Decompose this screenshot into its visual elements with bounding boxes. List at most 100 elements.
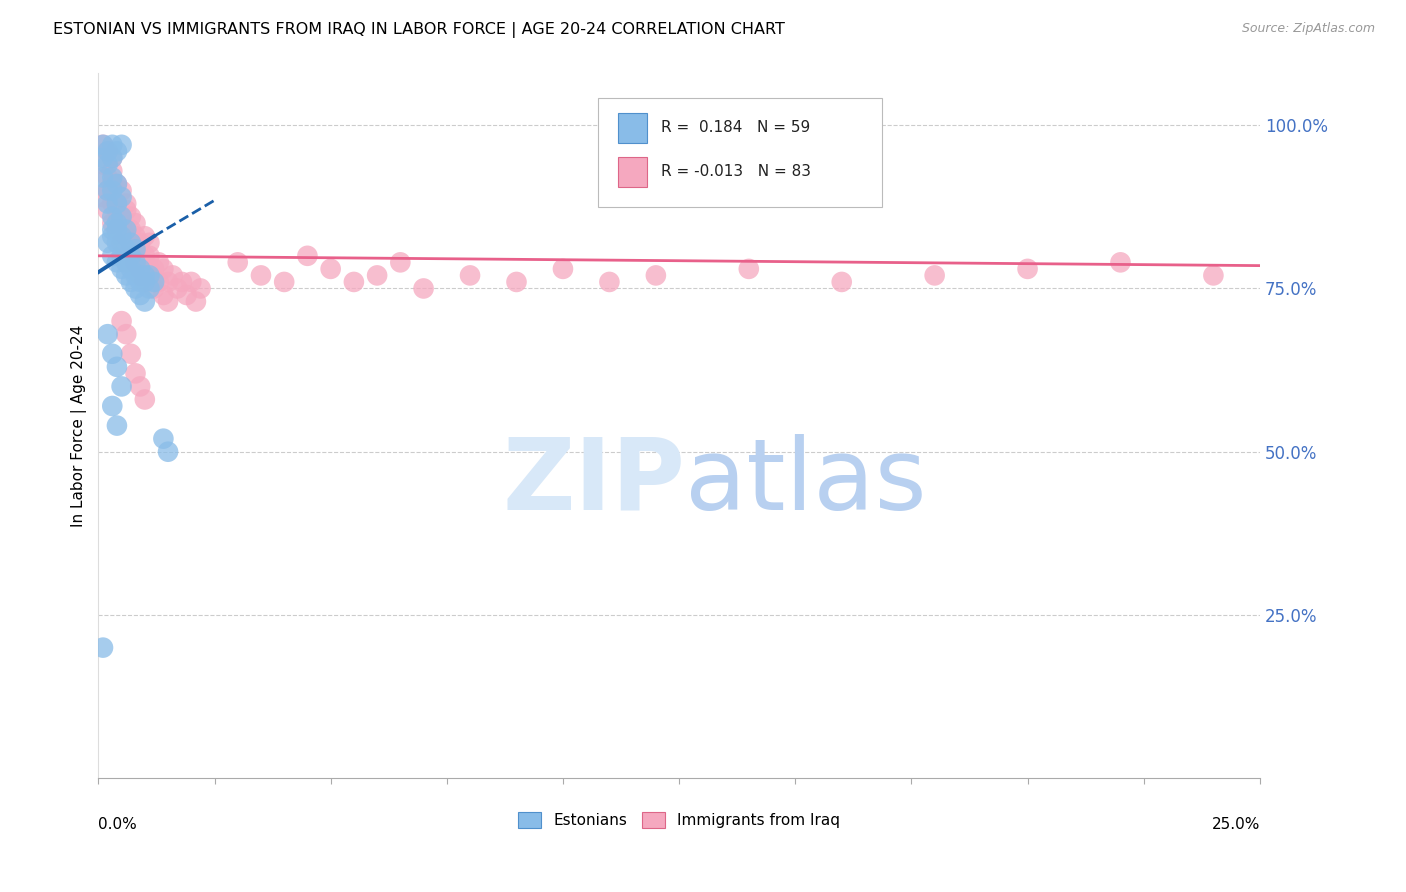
Point — [91, 640, 114, 655]
Point — [120, 347, 142, 361]
Bar — [617, 157, 647, 186]
Point — [273, 275, 295, 289]
Point — [115, 327, 138, 342]
Point — [110, 190, 132, 204]
Point — [124, 281, 146, 295]
Point — [157, 444, 180, 458]
Text: Source: ZipAtlas.com: Source: ZipAtlas.com — [1241, 22, 1375, 36]
Point — [134, 392, 156, 407]
Point — [110, 314, 132, 328]
Point — [115, 255, 138, 269]
Text: ZIP: ZIP — [502, 434, 685, 531]
Point — [129, 261, 152, 276]
Point — [91, 157, 114, 171]
Point — [551, 261, 574, 276]
Point — [115, 203, 138, 218]
Text: 0.0%: 0.0% — [98, 817, 138, 832]
Point — [97, 184, 120, 198]
Point — [105, 196, 128, 211]
Point — [110, 379, 132, 393]
Text: 25.0%: 25.0% — [1212, 817, 1260, 832]
Point — [105, 255, 128, 269]
Point — [101, 229, 124, 244]
Point — [120, 275, 142, 289]
Point — [129, 235, 152, 250]
Point — [105, 359, 128, 374]
Point — [170, 275, 193, 289]
Point — [101, 249, 124, 263]
Point — [343, 275, 366, 289]
Point — [97, 145, 120, 159]
Point — [110, 210, 132, 224]
Point — [97, 196, 120, 211]
Point — [124, 367, 146, 381]
Text: atlas: atlas — [685, 434, 927, 531]
Point — [101, 347, 124, 361]
Point — [152, 261, 174, 276]
Point — [1017, 261, 1039, 276]
Point — [138, 249, 160, 263]
Point — [134, 275, 156, 289]
Point — [101, 170, 124, 185]
Point — [148, 275, 170, 289]
Point — [138, 235, 160, 250]
Y-axis label: In Labor Force | Age 20-24: In Labor Force | Age 20-24 — [72, 325, 87, 527]
Point — [91, 137, 114, 152]
Point — [134, 249, 156, 263]
Bar — [617, 113, 647, 143]
Point — [134, 268, 156, 283]
Point — [412, 281, 434, 295]
Point — [101, 196, 124, 211]
Point — [138, 268, 160, 283]
Point — [134, 275, 156, 289]
Point — [831, 275, 853, 289]
Point — [101, 184, 124, 198]
Point — [124, 255, 146, 269]
Point — [120, 210, 142, 224]
Point — [97, 157, 120, 171]
Text: R = -0.013   N = 83: R = -0.013 N = 83 — [661, 164, 810, 179]
Point — [120, 235, 142, 250]
Point — [124, 268, 146, 283]
Point — [110, 235, 132, 250]
Point — [120, 235, 142, 250]
Point — [389, 255, 412, 269]
Text: ESTONIAN VS IMMIGRANTS FROM IRAQ IN LABOR FORCE | AGE 20-24 CORRELATION CHART: ESTONIAN VS IMMIGRANTS FROM IRAQ IN LABO… — [53, 22, 786, 38]
Point — [226, 255, 249, 269]
Point — [115, 229, 138, 244]
Point — [297, 249, 319, 263]
Point — [115, 196, 138, 211]
Point — [129, 379, 152, 393]
Point — [120, 261, 142, 276]
Point — [176, 288, 198, 302]
Point — [138, 281, 160, 295]
Point — [250, 268, 273, 283]
Point — [115, 268, 138, 283]
Point — [101, 151, 124, 165]
Point — [143, 261, 166, 276]
Point — [129, 268, 152, 283]
Point — [120, 242, 142, 256]
Point — [110, 249, 132, 263]
Point — [166, 281, 188, 295]
Point — [101, 216, 124, 230]
Point — [505, 275, 527, 289]
Point — [319, 261, 342, 276]
Point — [184, 294, 207, 309]
Point — [644, 268, 666, 283]
Point — [143, 281, 166, 295]
Point — [143, 275, 166, 289]
Point — [91, 151, 114, 165]
Point — [110, 216, 132, 230]
Point — [91, 190, 114, 204]
Point — [101, 151, 124, 165]
Point — [152, 432, 174, 446]
Point — [129, 288, 152, 302]
Point — [101, 177, 124, 191]
Point — [162, 268, 184, 283]
Point — [105, 235, 128, 250]
Point — [124, 229, 146, 244]
Point — [91, 170, 114, 185]
Point — [180, 275, 202, 289]
Point — [105, 223, 128, 237]
